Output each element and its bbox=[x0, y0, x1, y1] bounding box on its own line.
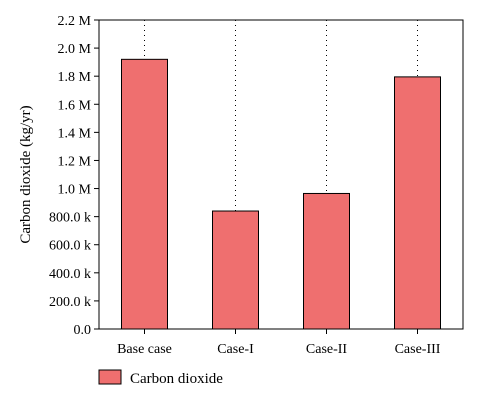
legend: Carbon dioxide bbox=[98, 369, 223, 387]
y-tick-label: 1.0 M bbox=[58, 183, 92, 198]
y-tick-label: 1.6 M bbox=[58, 98, 92, 113]
y-tick-label: 1.8 M bbox=[58, 70, 92, 85]
legend-label-carbon-dioxide: Carbon dioxide bbox=[130, 371, 223, 387]
grid-lines bbox=[144, 20, 418, 329]
y-tick-label: 2.2 M bbox=[58, 14, 92, 29]
y-tick-label: 1.2 M bbox=[58, 154, 92, 169]
x-tick-label-base-case: Base case bbox=[117, 342, 172, 357]
y-tick-label: 0.0 bbox=[74, 323, 92, 338]
y-tick-label: 600.0 k bbox=[49, 239, 91, 254]
y-tick-label: 1.4 M bbox=[58, 126, 92, 141]
y-tick-label: 400.0 k bbox=[49, 267, 91, 282]
bar-case-i bbox=[212, 210, 259, 330]
x-tick-label-case-ii: Case-II bbox=[306, 342, 348, 357]
y-tick-label: 2.0 M bbox=[58, 42, 92, 57]
legend-swatch-carbon-dioxide bbox=[98, 369, 122, 385]
x-axis-ticks: Base case Case-I Case-II Case-III bbox=[117, 329, 441, 357]
bars bbox=[121, 58, 441, 330]
y-tick-label: 200.0 k bbox=[49, 295, 91, 310]
y-tick-label: 800.0 k bbox=[49, 211, 91, 226]
bar-base-case bbox=[121, 58, 168, 330]
bar-case-iii bbox=[394, 76, 441, 330]
y-axis-ticks: 0.0 200.0 k 400.0 k 600.0 k 800.0 k 1.0 M 1.2 … bbox=[49, 14, 99, 338]
x-tick-label-case-iii: Case-III bbox=[395, 342, 441, 357]
plot-frame bbox=[98, 19, 464, 330]
x-tick-label-case-i: Case-I bbox=[217, 342, 254, 357]
y-axis-title: Carbon dioxide (kg/yr) bbox=[18, 105, 34, 243]
bar-case-ii bbox=[303, 192, 350, 330]
